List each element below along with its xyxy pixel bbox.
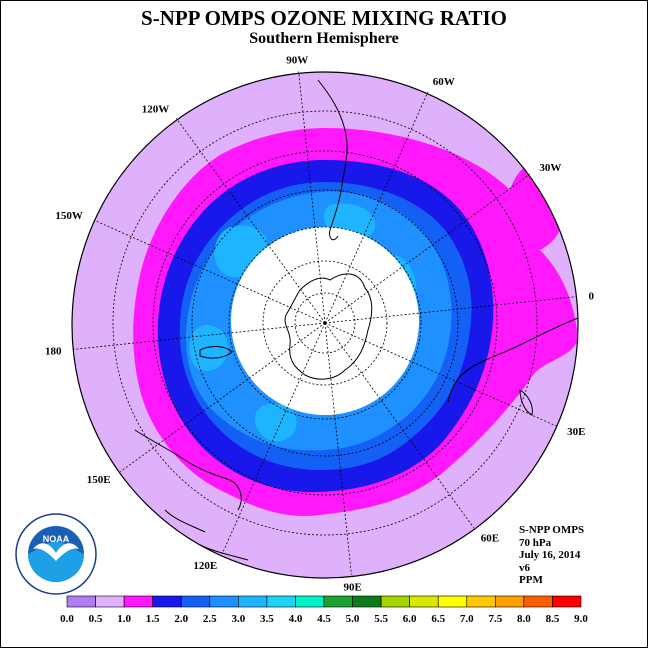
legend-swatch [123, 595, 153, 608]
map-title: S-NPP OMPS OZONE MIXING RATIO [141, 6, 507, 30]
madagascar-coast [519, 389, 533, 416]
legend-swatch [295, 595, 325, 608]
lat-circle-40 [152, 150, 498, 496]
legend-tick-label: 3.5 [260, 613, 274, 625]
legend-tick-labels: 0.0 0.5 1.0 1.5 2.0 2.5 3.0 3.5 4.0 4.5 5.0 5.5 6.0 6… [60, 613, 588, 625]
info-level: 70 hPa [519, 536, 552, 549]
longitude-label: 60E [481, 532, 499, 544]
lat-circle-80 [294, 292, 356, 354]
legend-swatch [409, 595, 439, 608]
color-legend: 0.0 0.5 1.0 1.5 2.0 2.5 3.0 3.5 4.0 4.5 5.0 5.5 6.0 6… [60, 595, 588, 625]
legend-swatch [552, 595, 582, 608]
legend-tick-label: 7.5 [488, 613, 502, 625]
field-band-light-2 [189, 325, 229, 372]
longitude-label: 120E [193, 560, 217, 572]
longitude-label: 180 [45, 346, 62, 358]
legend-tick-label: 5.0 [346, 613, 360, 625]
field-band-light-5 [254, 403, 297, 442]
antarctica-coast [284, 273, 373, 380]
legend-swatch [238, 595, 268, 608]
globe-outline [71, 71, 579, 579]
info-block: S-NPP OMPS 70 hPa July 16, 2014 v6 PPM [519, 524, 584, 587]
lat-circle-60 [228, 226, 422, 420]
noaa-logo: NOAA [15, 513, 97, 595]
legend-tick-label: 8.0 [517, 613, 531, 625]
legend-swatch [523, 595, 553, 608]
legend-tick-label: 9.0 [574, 613, 588, 625]
australia-coast [134, 429, 242, 511]
info-version: v6 [519, 561, 530, 574]
legend-tick-label: 8.5 [546, 613, 560, 625]
legend-swatch [95, 595, 125, 608]
longitude-labels: 90W 60W 30W 0 30E 60E 90E 120E 150E 180 150W 120W [45, 55, 595, 594]
legend-swatch [352, 595, 382, 608]
longitude-label: 120W [142, 104, 170, 116]
legend-tick-label: 4.0 [289, 613, 303, 625]
africa-coast [447, 317, 579, 403]
legend-tick-label: 3.0 [231, 613, 245, 625]
longitude-label: 150W [55, 210, 83, 222]
logo-text: NOAA [43, 534, 70, 544]
longitude-label: 0 [589, 290, 595, 302]
legend-tick-label: 0.5 [89, 613, 103, 625]
latitude-circles [112, 110, 538, 536]
longitude-label: 30W [539, 162, 561, 174]
legend-tick-label: 7.0 [460, 613, 474, 625]
legend-tick-label: 6.0 [403, 613, 417, 625]
longitude-label: 90E [344, 582, 362, 594]
legend-tick-label: 5.5 [374, 613, 388, 625]
legend-swatch [323, 595, 353, 608]
legend-swatch [66, 595, 96, 608]
legend-tick-label: 0.0 [60, 613, 74, 625]
legend-tick-label: 6.5 [431, 613, 445, 625]
legend-tick-label: 2.5 [203, 613, 217, 625]
legend-swatch [495, 595, 525, 608]
longitude-label: 30E [567, 426, 585, 438]
legend-tick-label: 2.0 [174, 613, 188, 625]
legend-swatch [380, 595, 410, 608]
legend-swatch [209, 595, 239, 608]
legend-swatch [180, 595, 211, 608]
legend-tick-label: 1.0 [117, 613, 131, 625]
south-america-coast [317, 79, 348, 241]
lat-circle-70 [262, 260, 388, 386]
info-instrument: S-NPP OMPS [519, 524, 585, 536]
legend-swatch [437, 595, 468, 608]
legend-tick-label: 1.5 [146, 613, 160, 625]
map-subtitle: Southern Hemisphere [249, 30, 399, 47]
lat-circle-30 [112, 110, 538, 536]
new-zealand-coast [199, 346, 233, 359]
longitude-label: 150E [87, 474, 111, 486]
legend-tick-label: 4.5 [317, 613, 331, 625]
legend-swatch [152, 595, 182, 608]
longitude-label: 60W [433, 76, 455, 88]
info-units: PPM [519, 574, 543, 586]
info-date: July 16, 2014 [519, 549, 581, 561]
legend-swatches [66, 595, 582, 608]
longitude-label: 90W [286, 55, 308, 67]
lat-circle-50 [191, 189, 459, 457]
legend-swatch [266, 595, 296, 608]
legend-swatch [466, 595, 496, 608]
